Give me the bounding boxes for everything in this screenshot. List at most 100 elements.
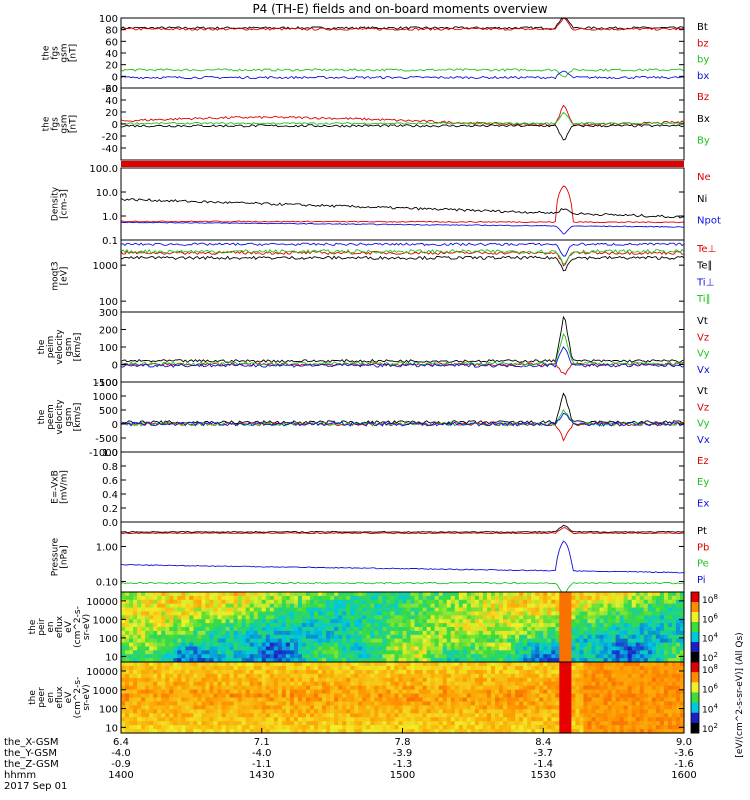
spectrogram-cell — [595, 729, 601, 734]
spectrogram-cell — [531, 705, 536, 710]
spectrogram-cell — [233, 713, 239, 718]
spectrogram-cell — [193, 630, 199, 636]
spectrogram-cell — [571, 595, 577, 601]
spectrogram-cell — [446, 729, 452, 734]
spectrogram-cell — [422, 658, 428, 663]
y-tick-label: 0.6 — [102, 476, 118, 487]
spectrogram-cell — [547, 685, 552, 691]
spectrogram-cell — [482, 681, 488, 687]
spectrogram-cell — [462, 623, 468, 628]
legend-entry: Bz — [697, 92, 709, 103]
spectrogram-cell — [189, 693, 194, 699]
spectrogram-cell — [446, 721, 452, 726]
spectrogram-cell — [261, 697, 267, 703]
spectrogram-cell — [342, 681, 347, 687]
spectrogram-cell — [486, 729, 492, 734]
spectrogram-cell — [418, 729, 424, 734]
spectrogram-cell — [257, 681, 263, 687]
spectrogram-cell — [121, 642, 126, 648]
spectrogram-cell — [559, 634, 564, 640]
spectrogram-cell — [434, 709, 440, 714]
spectrogram-cell — [382, 623, 388, 628]
spectrogram-cell — [438, 599, 444, 605]
spectrogram-cell — [297, 669, 303, 675]
spectrogram-cell — [261, 713, 267, 718]
spectrogram-cell — [458, 627, 464, 632]
spectrogram-cell — [338, 658, 343, 663]
spectrogram-cell — [418, 630, 424, 636]
spectrogram-cell — [350, 619, 355, 624]
spectrogram-cell — [458, 685, 464, 691]
spectrogram-cell — [366, 642, 371, 648]
spectrogram-cell — [454, 729, 460, 734]
spectrogram-cell — [161, 595, 166, 601]
spectrogram-cell — [205, 717, 211, 722]
spectrogram-cell — [486, 662, 492, 667]
spectrogram-cell — [261, 634, 267, 640]
spectrogram-cell — [675, 658, 681, 663]
spectrogram-cell — [338, 725, 343, 730]
spectrogram-cell — [474, 697, 480, 703]
spectrogram-cell — [547, 595, 552, 601]
spectrogram-cell — [639, 630, 645, 636]
spectrogram-cell — [382, 705, 388, 710]
spectrogram-cell — [675, 627, 681, 632]
spectrogram-cell — [342, 693, 347, 699]
spectrogram-cell — [133, 681, 138, 687]
spectrogram-cell — [446, 623, 452, 628]
spectrogram-cell — [330, 595, 335, 601]
spectrogram-cell — [595, 650, 601, 655]
spectrogram-cell — [430, 627, 436, 632]
spectrogram-cell — [322, 729, 327, 734]
spectrogram-cell — [350, 638, 355, 644]
y-axis-label: the — [42, 45, 52, 60]
spectrogram-cell — [406, 642, 412, 648]
spectrogram-cell — [269, 662, 275, 667]
spectrogram-cell — [193, 685, 199, 691]
spectrogram-cell — [125, 729, 130, 734]
spectrogram-cell — [539, 599, 544, 605]
spectrogram-cell — [422, 662, 428, 667]
spectrogram-cell — [277, 638, 283, 644]
spectrogram-cell — [318, 665, 323, 671]
spectrogram-cell — [402, 721, 408, 726]
spectrogram-cell — [519, 595, 524, 601]
spectrogram-cell — [539, 662, 544, 667]
spectrogram-cell — [414, 650, 420, 655]
spectrogram-cell — [197, 693, 203, 699]
spectrogram-cell — [442, 701, 448, 706]
spectrogram-cell — [261, 611, 267, 616]
spectrogram-cell — [153, 701, 158, 706]
spectrogram-cell — [587, 693, 593, 699]
spectrogram-cell — [422, 603, 428, 609]
spectrogram-cell — [370, 650, 375, 655]
legend-entry: Pt — [697, 526, 707, 537]
spectrogram-cell — [547, 603, 552, 609]
spectrogram-cell — [141, 669, 146, 675]
spectrogram-cell — [121, 592, 126, 597]
spectrogram-cell — [567, 669, 572, 675]
spectrogram-cell — [237, 721, 243, 726]
spectrogram-cell — [458, 689, 464, 695]
spectrogram-cell — [567, 599, 572, 605]
spectrogram-cell — [563, 665, 568, 671]
spectrogram-cell — [265, 681, 271, 687]
spectrogram-cell — [285, 615, 291, 620]
spectrogram-cell — [450, 603, 456, 609]
spectrogram-cell — [470, 665, 476, 671]
spectrogram-cell — [527, 662, 532, 667]
spectrogram-cell — [125, 677, 130, 683]
spectrogram-cell — [257, 634, 263, 640]
spectrogram-cell — [181, 619, 186, 624]
spectrogram-cell — [157, 592, 162, 597]
y-axis-label: peir — [37, 618, 47, 636]
spectrogram-cell — [145, 611, 150, 616]
spectrogram-cell — [165, 611, 170, 616]
spectrogram-cell — [281, 705, 287, 710]
spectrogram-cell — [310, 592, 315, 597]
spectrogram-cell — [563, 627, 568, 632]
spectrogram-cell — [185, 634, 190, 640]
spectrogram-cell — [627, 595, 633, 601]
spectrogram-cell — [639, 646, 645, 651]
spectrogram-cell — [482, 713, 488, 718]
